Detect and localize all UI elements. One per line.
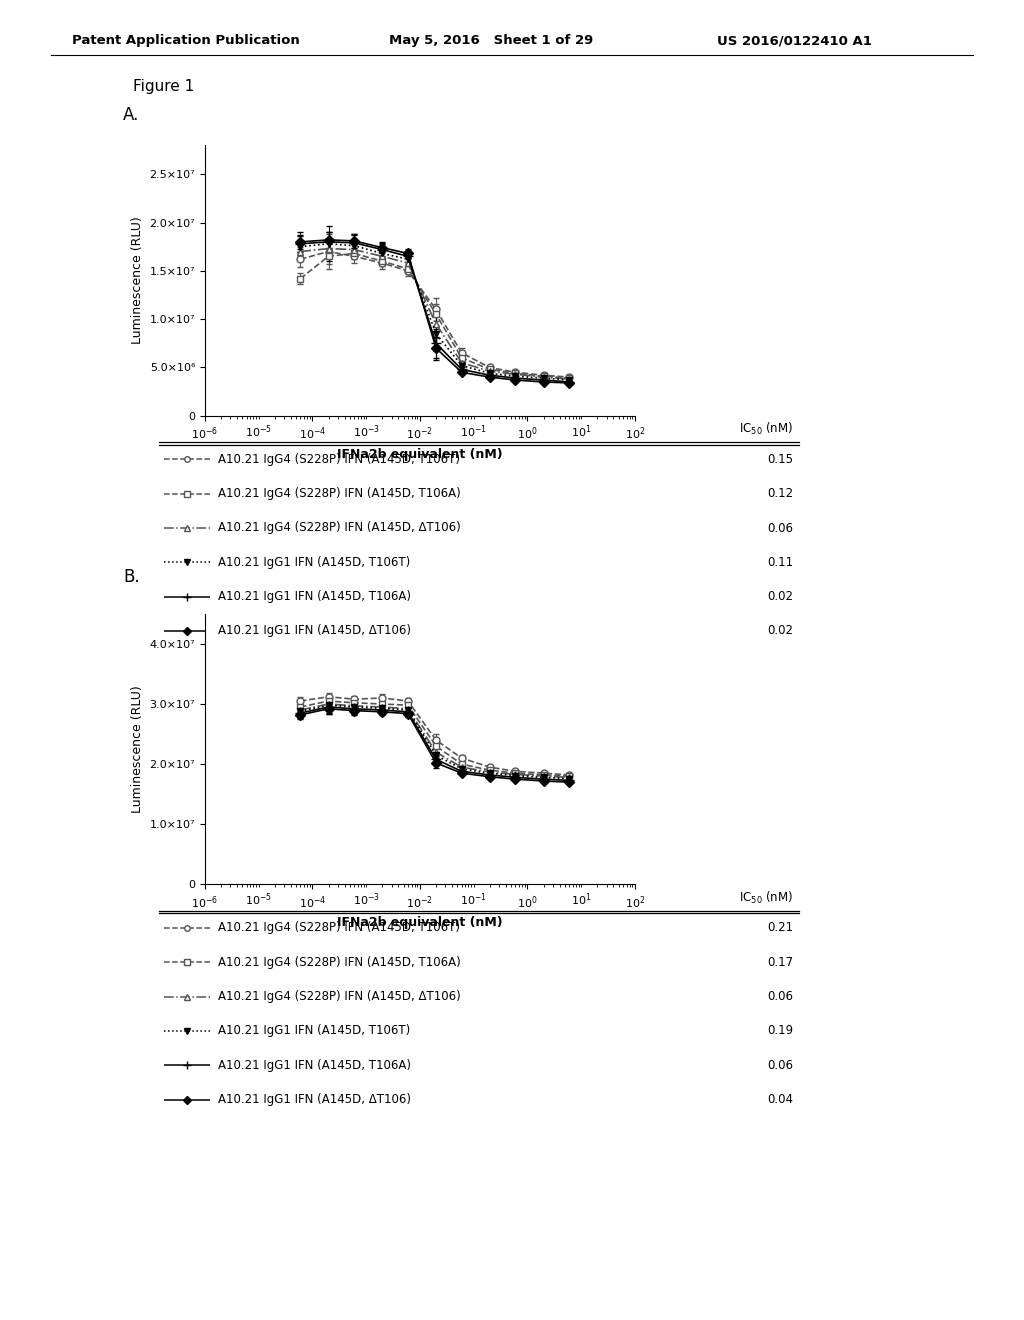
Text: 0.17: 0.17 [767,956,794,969]
Text: 0.15: 0.15 [768,453,794,466]
Text: A10.21 IgG1 IFN (A145D, T106T): A10.21 IgG1 IFN (A145D, T106T) [218,556,411,569]
Text: May 5, 2016   Sheet 1 of 29: May 5, 2016 Sheet 1 of 29 [389,34,593,48]
Text: B.: B. [123,568,139,586]
Text: 0.06: 0.06 [768,1059,794,1072]
Text: A10.21 IgG4 (S228P) IFN (A145D, ΔT106): A10.21 IgG4 (S228P) IFN (A145D, ΔT106) [218,521,461,535]
Y-axis label: Luminescence (RLU): Luminescence (RLU) [131,216,144,345]
Text: A10.21 IgG1 IFN (A145D, ΔT106): A10.21 IgG1 IFN (A145D, ΔT106) [218,624,411,638]
Text: A10.21 IgG1 IFN (A145D, T106A): A10.21 IgG1 IFN (A145D, T106A) [218,590,411,603]
Text: 0.04: 0.04 [768,1093,794,1106]
Text: IC$_{50}$ (nM): IC$_{50}$ (nM) [739,890,794,906]
Text: 0.06: 0.06 [768,990,794,1003]
Text: A10.21 IgG4 (S228P) IFN (A145D, ΔT106): A10.21 IgG4 (S228P) IFN (A145D, ΔT106) [218,990,461,1003]
Y-axis label: Luminescence (RLU): Luminescence (RLU) [131,685,144,813]
Text: A.: A. [123,106,139,124]
Text: A10.21 IgG4 (S228P) IFN (A145D, T106A): A10.21 IgG4 (S228P) IFN (A145D, T106A) [218,956,461,969]
Text: 0.19: 0.19 [767,1024,794,1038]
Text: 0.12: 0.12 [767,487,794,500]
Text: A10.21 IgG4 (S228P) IFN (A145D, T106T): A10.21 IgG4 (S228P) IFN (A145D, T106T) [218,921,460,935]
Text: IC$_{50}$ (nM): IC$_{50}$ (nM) [739,421,794,437]
Text: 0.02: 0.02 [768,624,794,638]
Text: 0.21: 0.21 [767,921,794,935]
Text: US 2016/0122410 A1: US 2016/0122410 A1 [717,34,871,48]
Text: A10.21 IgG1 IFN (A145D, T106A): A10.21 IgG1 IFN (A145D, T106A) [218,1059,411,1072]
Text: 0.11: 0.11 [767,556,794,569]
Text: 0.06: 0.06 [768,521,794,535]
X-axis label: IFNa2b equivalent (nM): IFNa2b equivalent (nM) [337,916,503,929]
Text: A10.21 IgG4 (S228P) IFN (A145D, T106A): A10.21 IgG4 (S228P) IFN (A145D, T106A) [218,487,461,500]
Text: 0.02: 0.02 [768,590,794,603]
X-axis label: IFNa2b equivalent (nM): IFNa2b equivalent (nM) [337,447,503,461]
Text: Figure 1: Figure 1 [133,79,195,94]
Text: A10.21 IgG1 IFN (A145D, T106T): A10.21 IgG1 IFN (A145D, T106T) [218,1024,411,1038]
Text: A10.21 IgG4 (S228P) IFN (A145D, T106T): A10.21 IgG4 (S228P) IFN (A145D, T106T) [218,453,460,466]
Text: Patent Application Publication: Patent Application Publication [72,34,299,48]
Text: A10.21 IgG1 IFN (A145D, ΔT106): A10.21 IgG1 IFN (A145D, ΔT106) [218,1093,411,1106]
